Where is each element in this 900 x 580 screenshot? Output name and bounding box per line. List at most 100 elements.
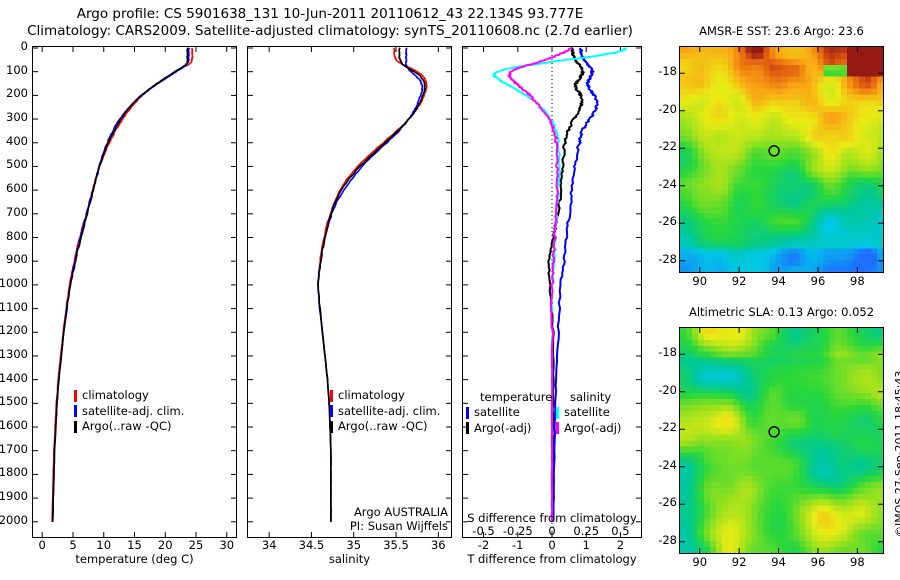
credit-block: Argo AUSTRALIA PI: Susan Wijffels [252,505,448,533]
y-tick-label: 1200 [0,323,28,338]
legend-color-swatch [330,420,333,433]
series-argo-raw-qc- [317,47,426,522]
y-tick-label: 800 [6,228,28,243]
y-tick-label: 1000 [0,275,28,290]
credit-line-2: PI: Susan Wijffels [349,519,448,533]
legend-item: satellite [466,405,531,421]
legend-label: climatology [82,388,149,402]
map-y-tick-label: -22 [658,420,677,435]
y-tick-label: 300 [6,110,28,125]
y-tick-label: 200 [6,86,28,101]
legend-item: climatology [74,388,184,404]
sla-map-panel [679,327,884,554]
series-satellite-adj-clim- [317,47,424,522]
legend-label: satellite [564,405,610,419]
legend-label: Argo(..raw -QC) [338,419,428,433]
legend-item: satellite [556,405,621,421]
title-line-1: Argo profile: CS 5901638_131 10-Jun-2011… [76,6,584,22]
salinity-x-axis-title: salinity [328,552,371,566]
map-y-tick-label: -24 [658,457,677,472]
x-tick-label: -1 [512,538,524,552]
x-tick-label: -0.25 [502,524,533,538]
map-y-tick-label: -18 [658,345,677,360]
float-position-marker [768,145,780,157]
difference-legend-temperature: satellite Argo(-adj) [466,405,531,436]
y-tick-label: 1600 [0,418,28,433]
legend-label: Argo(-adj) [564,420,622,435]
difference-bottom-axis-title: T difference from climatology [467,552,637,566]
legend-item: satellite-adj. clim. [330,404,440,420]
legend-color-swatch [466,406,469,419]
x-tick-label: 0.25 [573,524,600,538]
sst-map-area [680,47,883,272]
x-tick-label: 30 [219,538,235,552]
salinity-legend: climatology satellite-adj. clim. Argo(..ra… [330,388,440,435]
difference-legend-salinity-header: salinity [570,390,612,404]
x-tick-label: 25 [188,538,204,552]
y-tick-label: 1400 [0,370,28,385]
x-tick-label: 35 [346,538,362,552]
credit-line-1: Argo AUSTRALIA [353,505,448,519]
x-tick-label: 2 [616,538,625,552]
legend-color-swatch [556,422,559,435]
legend-color-swatch [330,405,333,418]
x-tick-label: 0 [548,524,556,538]
y-tick-label: 1900 [0,489,28,504]
series-climatology [317,47,428,522]
x-tick-label: 0 [38,538,46,552]
legend-label: satellite-adj. clim. [338,403,441,418]
map-x-tick-label: 96 [810,555,826,569]
legend-color-swatch [74,389,77,402]
legend-color-swatch [74,405,77,418]
legend-color-swatch [330,389,333,402]
map-y-tick-label: -26 [658,214,677,229]
map-y-tick-label: -28 [658,251,677,266]
y-tick-label: 700 [6,204,28,219]
map-y-tick-label: -20 [658,101,677,116]
figure-title: Argo profile: CS 5901638_131 10-Jun-2011… [0,6,660,40]
series-climatology [51,47,194,522]
map-x-tick-label: 92 [731,274,747,288]
y-tick-label: 1500 [0,394,28,409]
map-x-tick-label: 90 [692,274,708,288]
legend-color-swatch [74,420,77,433]
x-tick-label: 5 [69,538,77,552]
map-y-tick-label: -18 [658,64,677,79]
difference-top-axis-title: S difference from climatology [467,511,637,525]
map-y-tick-label: -20 [658,382,677,397]
x-tick-label: -0.5 [472,524,495,538]
salinity-plot-area [248,47,451,537]
x-tick-label: 35.5 [383,538,409,552]
series-salinity-argo-adj- [507,47,573,522]
x-tick-label: 0.5 [611,524,630,538]
legend-item: Argo(..raw -QC) [74,419,184,435]
legend-item: Argo(..raw -QC) [330,419,440,435]
sst-map-title: AMSR-E SST: 23.6 Argo: 23.6 [699,24,864,38]
legend-label: Argo(-adj) [474,420,532,435]
sst-map-panel [679,46,884,273]
y-tick-label: 1100 [0,299,28,314]
legend-label: satellite [474,405,520,419]
legend-color-swatch [556,406,559,419]
map-y-tick-label: -24 [658,176,677,191]
temperature-x-axis-title: temperature (deg C) [75,552,194,566]
temperature-legend: climatology satellite-adj. clim. Argo(..ra… [74,388,184,435]
series-temperature-satellite [552,47,599,522]
temperature-panel [32,46,237,538]
map-x-tick-label: 96 [810,274,826,288]
x-tick-label: 20 [157,538,173,552]
series-argo-raw-qc- [51,47,189,522]
x-tick-label: 0 [548,538,556,552]
float-position-marker [768,426,780,438]
temperature-plot-area [33,47,236,537]
legend-color-swatch [466,422,469,435]
y-tick-label: 1700 [0,441,28,456]
salinity-panel [247,46,452,538]
map-x-tick-label: 94 [771,555,786,569]
map-y-tick-label: -22 [658,139,677,154]
difference-plot-area [463,47,641,537]
map-x-tick-label: 98 [850,555,865,569]
map-y-tick-label: -28 [658,532,677,547]
legend-item: Argo(-adj) [556,421,621,437]
difference-legend-temperature-header: temperature [480,390,553,404]
